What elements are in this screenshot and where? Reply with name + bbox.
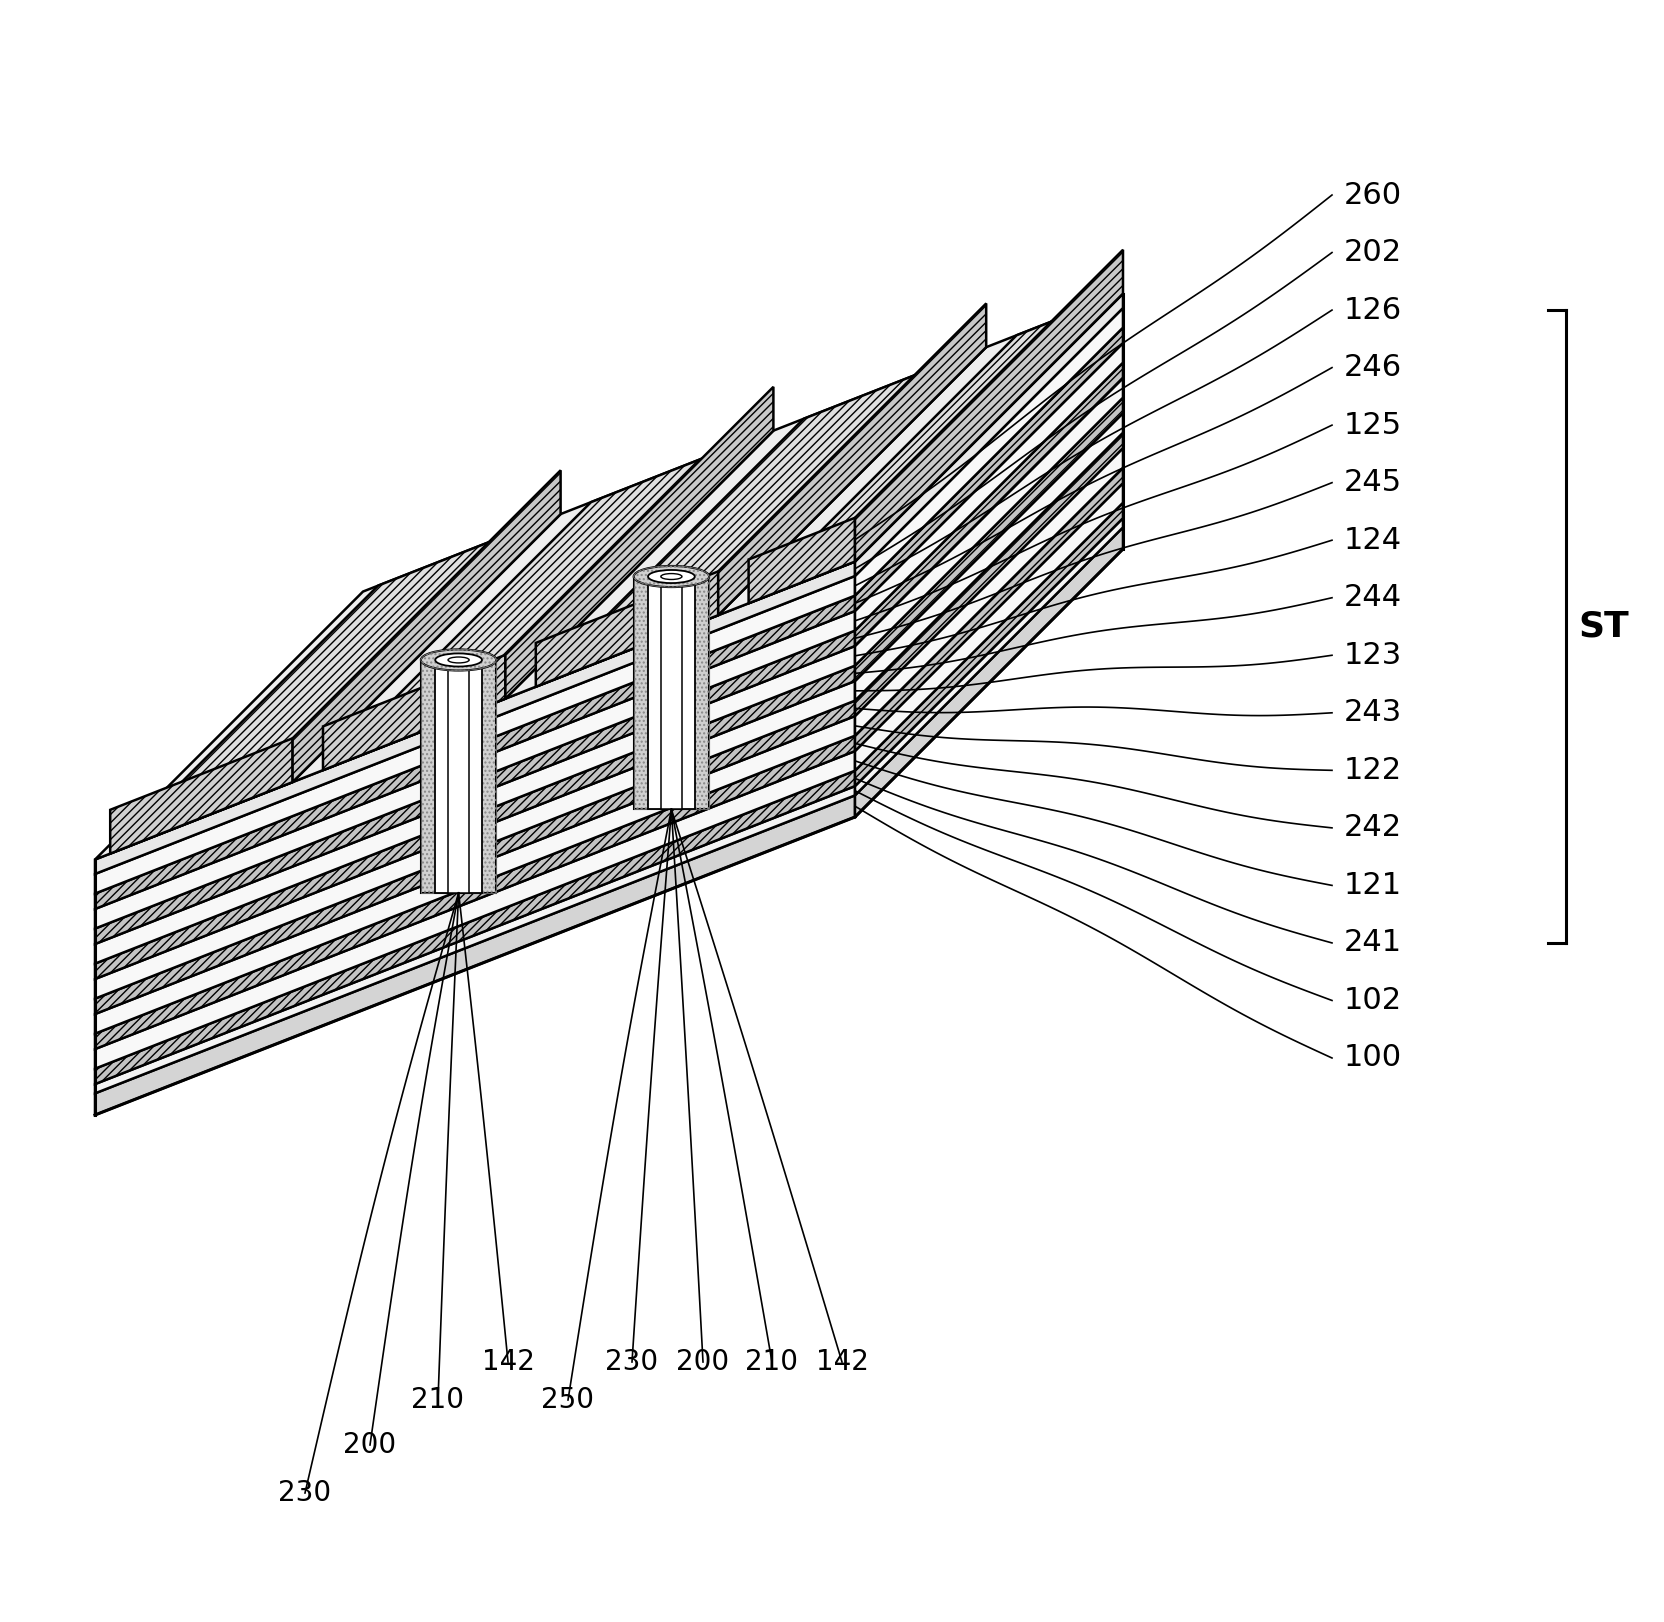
Polygon shape [110,514,561,853]
Polygon shape [855,342,1123,631]
Bar [661,576,682,809]
Text: 124: 124 [1345,526,1403,555]
Polygon shape [95,751,855,1069]
Polygon shape [855,363,1123,646]
Polygon shape [95,701,855,1014]
Bar [634,576,709,809]
Polygon shape [95,665,855,980]
Ellipse shape [634,566,709,587]
Text: 241: 241 [1345,928,1403,957]
Text: 102: 102 [1345,986,1403,1015]
Polygon shape [95,576,855,894]
Polygon shape [855,250,1123,561]
Polygon shape [95,736,855,1049]
Ellipse shape [661,574,682,579]
Polygon shape [536,571,719,686]
Polygon shape [855,517,1123,795]
Polygon shape [95,787,855,1093]
Polygon shape [110,738,293,853]
Text: 202: 202 [1345,238,1403,268]
Polygon shape [95,646,855,963]
Polygon shape [855,414,1123,701]
Text: 126: 126 [1345,295,1403,324]
Polygon shape [855,467,1123,751]
Text: 230: 230 [278,1479,331,1507]
Bar [421,660,496,892]
Polygon shape [855,448,1123,736]
Text: 142: 142 [481,1348,534,1375]
Polygon shape [95,681,855,999]
Polygon shape [536,347,987,686]
Text: 210: 210 [411,1387,464,1414]
Text: 142: 142 [815,1348,869,1375]
Bar [436,660,483,892]
Polygon shape [95,611,855,929]
Polygon shape [95,595,855,908]
Polygon shape [719,303,987,615]
Text: 242: 242 [1345,813,1403,842]
Polygon shape [506,388,774,699]
Polygon shape [855,308,1123,595]
Polygon shape [95,795,855,1114]
Polygon shape [95,561,855,874]
Polygon shape [323,430,774,770]
Text: 200: 200 [677,1348,729,1375]
Ellipse shape [647,569,696,582]
Polygon shape [855,483,1123,770]
Polygon shape [855,433,1123,715]
Ellipse shape [448,657,469,663]
Text: 244: 244 [1345,584,1403,611]
Text: ST: ST [1577,610,1629,644]
Polygon shape [855,378,1123,665]
Text: 125: 125 [1345,410,1403,440]
Text: 121: 121 [1345,871,1403,900]
Bar [421,660,496,892]
Ellipse shape [421,649,496,670]
Polygon shape [855,294,1123,576]
Text: 243: 243 [1345,699,1403,727]
Text: 260: 260 [1345,180,1403,209]
Bar [634,576,709,809]
Polygon shape [95,715,855,1033]
Text: 200: 200 [343,1431,396,1460]
Polygon shape [855,397,1123,681]
Polygon shape [95,631,855,944]
Polygon shape [95,770,855,1083]
Text: 100: 100 [1345,1043,1403,1072]
Polygon shape [95,294,1123,860]
Polygon shape [855,527,1123,817]
Polygon shape [749,294,1123,603]
Polygon shape [855,503,1123,787]
Bar [448,660,469,892]
Text: 245: 245 [1345,469,1403,498]
Text: 122: 122 [1345,756,1403,785]
Text: 123: 123 [1345,641,1403,670]
Text: 230: 230 [606,1348,659,1375]
Polygon shape [323,655,506,770]
Ellipse shape [436,654,483,667]
Text: 246: 246 [1345,354,1403,383]
Polygon shape [749,517,855,603]
Text: 250: 250 [541,1387,594,1414]
Polygon shape [855,328,1123,611]
Polygon shape [293,470,561,782]
Bar [647,576,696,809]
Text: 210: 210 [745,1348,799,1375]
